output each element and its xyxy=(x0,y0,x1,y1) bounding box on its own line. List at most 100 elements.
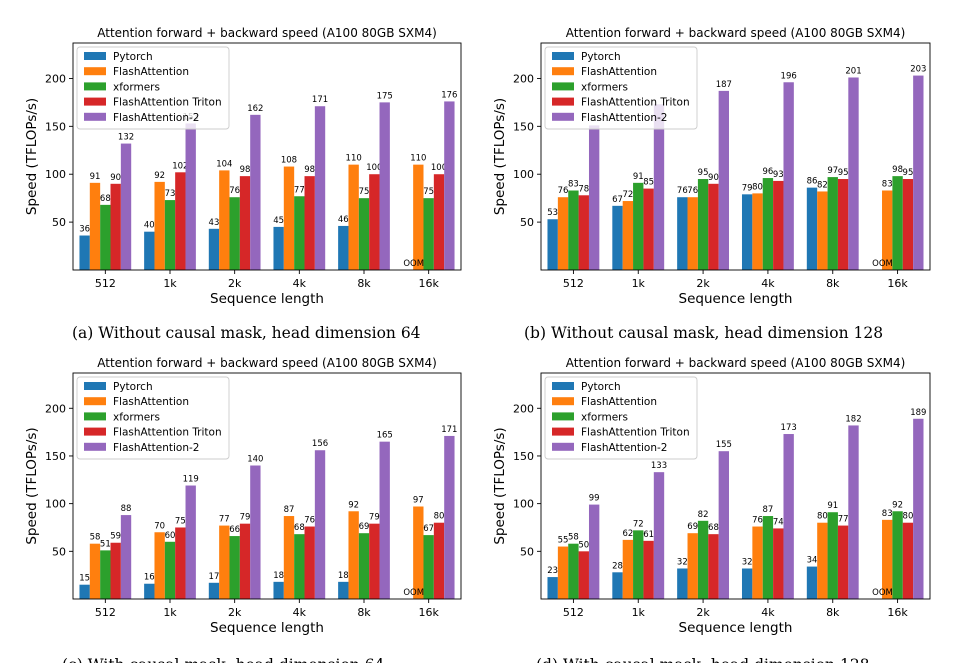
bar xyxy=(762,178,774,270)
bar xyxy=(882,190,893,270)
data-label: 66 xyxy=(229,525,240,535)
bar xyxy=(89,182,101,270)
bar xyxy=(379,441,390,599)
bar xyxy=(612,205,623,270)
chart-panel-b: Attention forward + backward speed (A100… xyxy=(492,26,931,342)
plot-frame xyxy=(540,372,931,600)
legend-swatch xyxy=(84,112,106,121)
bar xyxy=(578,551,589,599)
x-tick-label: 1k xyxy=(163,277,177,290)
data-label: 187 xyxy=(716,80,732,90)
data-label: 98 xyxy=(892,165,903,175)
data-label: 91 xyxy=(90,172,101,182)
bar xyxy=(444,435,455,599)
bar xyxy=(154,532,165,599)
data-label: 119 xyxy=(183,475,199,485)
legend-label: FlashAttention Triton xyxy=(113,427,222,439)
bar xyxy=(817,522,828,599)
bar xyxy=(423,198,434,270)
legend-label: FlashAttention-2 xyxy=(581,442,667,454)
plot-frame xyxy=(72,42,462,271)
data-label: 76 xyxy=(558,186,569,196)
figure-caption: (a) Without causal mask, head dimension … xyxy=(72,324,421,342)
y-tick-label: 50 xyxy=(52,216,66,229)
legend-label: xformers xyxy=(581,81,628,93)
data-label: 76 xyxy=(687,186,698,196)
data-label: 100 xyxy=(431,163,447,173)
x-tick-label: 512 xyxy=(563,277,584,290)
data-label: 51 xyxy=(100,539,111,549)
data-label: 75 xyxy=(175,516,186,526)
legend-label: Pytorch xyxy=(581,51,621,63)
bar xyxy=(229,536,240,599)
data-label: 79 xyxy=(369,513,380,523)
data-label: 18 xyxy=(273,571,284,581)
bar xyxy=(358,533,370,599)
bar xyxy=(314,450,326,599)
data-label: 72 xyxy=(633,519,644,529)
bar xyxy=(687,533,698,599)
data-label: 32 xyxy=(742,557,753,567)
chart-panel-c: Attention forward + backward speed (A100… xyxy=(24,356,462,663)
bar xyxy=(110,183,121,270)
bar xyxy=(185,485,196,599)
data-label: 70 xyxy=(154,521,165,531)
data-label: 75 xyxy=(423,187,434,197)
chart-title: Attention forward + backward speed (A100… xyxy=(566,356,906,370)
data-label: 69 xyxy=(687,522,698,532)
bar xyxy=(913,418,924,599)
legend-label: FlashAttention xyxy=(581,66,657,78)
y-tick-label: 200 xyxy=(513,402,534,415)
bar xyxy=(783,82,794,271)
data-label: 58 xyxy=(90,533,101,543)
bar xyxy=(144,583,155,599)
bar xyxy=(175,172,186,270)
data-label: 85 xyxy=(643,178,654,188)
bar xyxy=(338,225,349,270)
chart-panel-a: Attention forward + backward speed (A100… xyxy=(24,26,462,342)
data-label: 68 xyxy=(708,523,719,533)
data-label: 60 xyxy=(165,531,176,541)
legend-swatch xyxy=(84,397,106,406)
data-label: 83 xyxy=(882,509,893,519)
data-label: 67 xyxy=(423,524,434,534)
bar xyxy=(120,515,132,599)
legend-swatch xyxy=(552,442,574,451)
data-label: 82 xyxy=(817,180,828,190)
data-label: 82 xyxy=(698,510,709,520)
legend-label: FlashAttention-2 xyxy=(581,112,667,124)
bar xyxy=(89,543,101,599)
bar xyxy=(283,516,295,599)
x-tick-label: 1k xyxy=(632,277,646,290)
bar xyxy=(250,465,261,599)
x-tick-label: 16k xyxy=(418,277,439,290)
data-label: 80 xyxy=(817,512,828,522)
bar xyxy=(547,577,558,599)
bar xyxy=(348,511,359,599)
chart-title: Attention forward + backward speed (A100… xyxy=(566,26,906,40)
data-label: 32 xyxy=(677,557,688,567)
data-label: 68 xyxy=(100,194,111,204)
bar xyxy=(557,197,569,270)
x-axis-label: Sequence length xyxy=(210,291,324,307)
bar xyxy=(752,193,763,270)
bar xyxy=(677,197,688,270)
oom-annotation: OOM xyxy=(872,588,893,598)
data-label: 98 xyxy=(304,165,315,175)
data-label: 92 xyxy=(154,171,165,181)
data-label: 79 xyxy=(742,183,753,193)
legend-swatch xyxy=(84,382,106,390)
bar xyxy=(208,582,220,599)
data-label: 77 xyxy=(219,515,230,525)
data-label: 78 xyxy=(578,184,589,194)
figure-caption: (d) With causal mask, head dimension 128 xyxy=(536,656,870,663)
y-tick-label: 150 xyxy=(513,120,534,133)
bar xyxy=(273,226,284,270)
data-label: 203 xyxy=(910,65,926,75)
y-tick-label: 100 xyxy=(513,498,534,511)
data-label: 162 xyxy=(247,104,263,114)
data-label: 91 xyxy=(633,172,644,182)
legend-label: xformers xyxy=(113,81,160,93)
bar xyxy=(612,572,623,599)
x-tick-label: 8k xyxy=(826,606,840,619)
